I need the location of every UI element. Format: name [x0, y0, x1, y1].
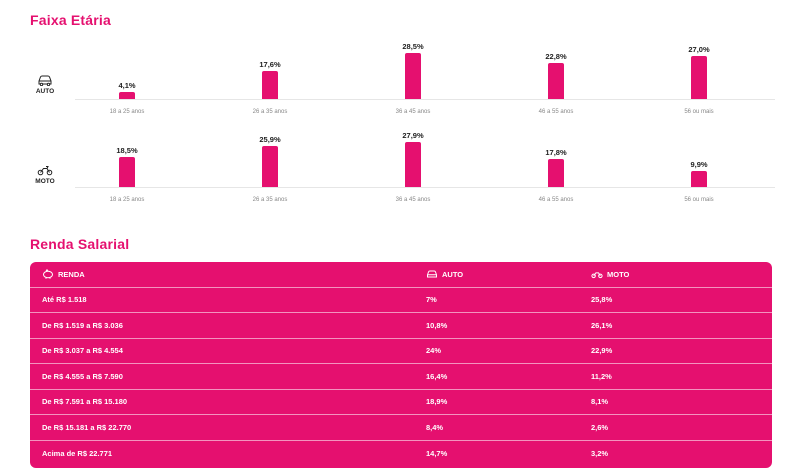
bar-category-label: 56 ou mais: [684, 109, 714, 115]
header-renda-text: RENDA: [58, 269, 85, 279]
auto-row-text: AUTO: [35, 88, 55, 95]
table-row: De R$ 15.181 a R$ 22.770 8,4% 2,6%: [30, 415, 772, 441]
renda-table: RENDA AUTO MOTO Até R$ 1.518 7% 25,8% De R$…: [30, 262, 772, 468]
table-cell-renda: Até R$ 1.518: [42, 295, 87, 305]
table-cell-auto: 10,8%: [426, 320, 448, 330]
auto-row-label: AUTO: [30, 74, 60, 95]
bar-value-label: 4,1%: [118, 81, 136, 91]
moto-baseline: [75, 187, 775, 188]
table-row: De R$ 4.555 a R$ 7.590 16,4% 11,2%: [30, 364, 772, 390]
bar-group: 25,9% 26 a 35 anos: [230, 118, 310, 218]
bar-group: 9,9% 56 ou mais: [659, 118, 739, 218]
bar-value-label: 9,9%: [690, 160, 708, 170]
bar-category-label: 36 a 45 anos: [395, 197, 431, 203]
bar: [691, 55, 707, 99]
table-cell-moto: 3,2%: [591, 448, 609, 458]
bar-category-label: 46 a 55 anos: [538, 197, 574, 203]
table-row: De R$ 1.519 a R$ 3.036 10,8% 26,1%: [30, 313, 772, 339]
car-icon: [38, 75, 52, 86]
bar-group: 4,1% 18 a 25 anos: [87, 30, 167, 130]
moto-row-label: MOTO: [30, 164, 60, 185]
table-row: Até R$ 1.518 7% 25,8%: [30, 288, 772, 313]
table-cell-moto: 8,1%: [591, 397, 609, 407]
auto-bar-chart: AUTO 4,1% 18 a 25 anos 17,6% 26 a 35 anos 28…: [30, 30, 775, 130]
bar-category-label: 18 a 25 anos: [109, 109, 145, 115]
bar-category-label: 36 a 45 anos: [395, 109, 431, 115]
bar: [119, 157, 135, 187]
table-cell-moto: 25,8%: [591, 295, 613, 305]
table-cell-moto: 2,6%: [591, 422, 609, 432]
bar: [405, 53, 421, 99]
header-auto-text: AUTO: [442, 269, 464, 279]
car-icon: [427, 270, 437, 278]
bar-value-label: 25,9%: [259, 134, 281, 144]
bar-value-label: 27,9%: [402, 131, 424, 141]
renda-salarial-title: Renda Salarial: [30, 236, 130, 252]
bar-group: 28,5% 36 a 45 anos: [373, 30, 453, 130]
bar-category-label: 26 a 35 anos: [252, 109, 288, 115]
auto-baseline: [75, 99, 775, 100]
table-cell-moto: 22,9%: [591, 346, 613, 356]
table-row: De R$ 7.591 a R$ 15.180 18,9% 8,1%: [30, 390, 772, 415]
header-moto: MOTO: [591, 262, 629, 287]
bar-value-label: 27,0%: [688, 44, 710, 54]
table-cell-renda: De R$ 1.519 a R$ 3.036: [42, 320, 123, 330]
moto-row-text: MOTO: [35, 178, 55, 185]
bar-value-label: 17,6%: [259, 59, 281, 69]
header-auto: AUTO: [426, 262, 463, 287]
bar-value-label: 18,5%: [116, 146, 138, 156]
table-cell-auto: 16,4%: [426, 371, 448, 381]
bar: [691, 171, 707, 187]
table-cell-renda: De R$ 3.037 a R$ 4.554: [42, 346, 123, 356]
piggy-bank-icon: [43, 269, 53, 280]
table-header-row: RENDA AUTO MOTO: [30, 262, 772, 288]
bar: [262, 145, 278, 187]
bar-value-label: 28,5%: [402, 42, 424, 52]
table-cell-auto: 18,9%: [426, 397, 448, 407]
motorcycle-icon: [591, 272, 603, 279]
faixa-etaria-title: Faixa Etária: [30, 12, 111, 28]
bar-group: 18,5% 18 a 25 anos: [87, 118, 167, 218]
bar-category-label: 46 a 55 anos: [538, 109, 574, 115]
bar-group: 17,6% 26 a 35 anos: [230, 30, 310, 130]
bar-category-label: 56 ou mais: [684, 197, 714, 203]
bar-category-label: 26 a 35 anos: [252, 197, 288, 203]
bar: [405, 142, 421, 187]
header-moto-text: MOTO: [607, 269, 630, 279]
bar-value-label: 17,8%: [545, 147, 567, 157]
table-cell-moto: 11,2%: [591, 371, 612, 381]
table-cell-renda: Acima de R$ 22.771: [42, 448, 113, 458]
moto-bar-chart: MOTO 18,5% 18 a 25 anos 25,9% 26 a 35 anos 2…: [30, 118, 775, 218]
table-cell-auto: 24%: [426, 346, 442, 356]
bar-group: 17,8% 46 a 55 anos: [516, 118, 596, 218]
table-row: De R$ 3.037 a R$ 4.554 24% 22,9%: [30, 339, 772, 364]
table-cell-renda: De R$ 4.555 a R$ 7.590: [42, 371, 123, 381]
table-cell-auto: 7%: [426, 295, 437, 305]
table-cell-renda: De R$ 7.591 a R$ 15.180: [42, 397, 128, 407]
bar: [262, 70, 278, 99]
motorcycle-icon: [37, 166, 53, 176]
table-row: Acima de R$ 22.771 14,7% 3,2%: [30, 441, 772, 467]
table-cell-moto: 26,1%: [591, 320, 613, 330]
header-renda: RENDA: [42, 262, 85, 287]
table-cell-auto: 14,7%: [426, 448, 448, 458]
bar-group: 27,9% 36 a 45 anos: [373, 118, 453, 218]
bar: [119, 92, 135, 99]
bar-group: 27,0% 56 ou mais: [659, 30, 739, 130]
table-cell-auto: 8,4%: [426, 422, 444, 432]
bar: [548, 158, 564, 187]
bar: [548, 62, 564, 99]
bar-category-label: 18 a 25 anos: [109, 197, 145, 203]
bar-value-label: 22,8%: [545, 51, 567, 61]
table-cell-renda: De R$ 15.181 a R$ 22.770: [42, 422, 132, 432]
bar-group: 22,8% 46 a 55 anos: [516, 30, 596, 130]
